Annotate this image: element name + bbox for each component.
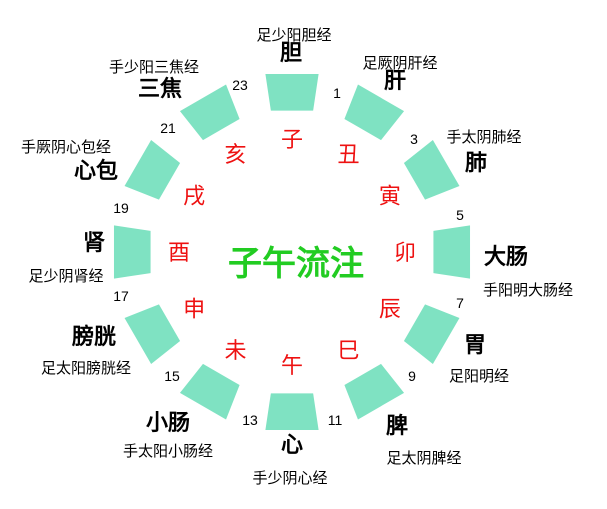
branch-label: 酉 <box>168 241 190 266</box>
hour-label: 13 <box>242 412 258 428</box>
hour-label: 7 <box>456 295 464 311</box>
branch-label: 申 <box>183 298 205 323</box>
hour-label: 1 <box>333 85 341 101</box>
segment-10 <box>113 225 151 279</box>
organ-label: 膀胱 <box>72 324 116 350</box>
hour-label: 23 <box>232 77 248 93</box>
organ-label: 肺 <box>465 151 487 176</box>
organ-label: 三焦 <box>138 76 182 102</box>
segment-6 <box>344 363 405 420</box>
hour-label: 5 <box>456 207 464 223</box>
meridian-label: 手少阳三焦经 <box>109 58 199 76</box>
segment-9 <box>124 304 181 365</box>
branch-label: 戌 <box>183 185 205 210</box>
meridian-label: 足阳明经 <box>449 367 509 385</box>
hour-label: 15 <box>164 368 180 384</box>
organ-label: 大肠 <box>484 245 528 270</box>
segment-2 <box>344 84 405 141</box>
segment-7 <box>265 393 319 431</box>
branch-label: 寅 <box>379 185 401 210</box>
meridian-label: 手太阳小肠经 <box>123 442 213 460</box>
meridian-label: 手少阴心经 <box>252 469 327 487</box>
hour-label: 3 <box>410 131 418 147</box>
organ-label: 胆 <box>280 41 302 66</box>
meridian-label: 足少阴肾经 <box>28 267 103 285</box>
meridian-label: 手太阴肺经 <box>446 128 521 146</box>
segments-layer <box>113 73 471 431</box>
meridian-label: 足太阳膀胱经 <box>41 359 131 377</box>
organ-label: 肾 <box>83 231 105 256</box>
branch-label: 亥 <box>224 143 246 168</box>
center-title: 子午流注 <box>228 244 364 284</box>
hour-label: 17 <box>113 288 129 304</box>
organ-label: 心包 <box>74 158 118 184</box>
branch-label: 巳 <box>337 339 359 364</box>
organ-label: 心 <box>281 433 303 458</box>
segment-8 <box>179 363 240 420</box>
organ-label: 胃 <box>464 333 486 358</box>
meridian-label: 足少阳胆经 <box>256 26 331 44</box>
segment-3 <box>403 139 460 200</box>
segment-4 <box>433 225 471 279</box>
segment-11 <box>124 139 181 200</box>
branch-label: 午 <box>281 354 303 379</box>
branch-label: 子 <box>281 128 303 153</box>
hour-label: 21 <box>160 120 176 136</box>
branch-label: 未 <box>224 339 246 364</box>
organ-label: 脾 <box>386 414 408 439</box>
segment-5 <box>403 304 460 365</box>
hour-label: 11 <box>328 412 343 428</box>
branch-label: 辰 <box>379 298 401 323</box>
organ-label: 肝 <box>384 69 406 94</box>
branch-label: 卯 <box>394 241 416 266</box>
meridian-label: 手厥阴心包经 <box>21 138 111 156</box>
organ-label: 小肠 <box>146 411 190 436</box>
branch-label: 丑 <box>337 143 359 168</box>
meridian-label: 足厥阴肝经 <box>362 54 437 72</box>
segment-12 <box>179 84 240 141</box>
hour-label: 9 <box>408 368 416 384</box>
meridian-label: 手阳明大肠经 <box>483 281 573 299</box>
segment-1 <box>265 73 319 111</box>
hour-label: 19 <box>113 200 129 216</box>
meridian-label: 足太阴脾经 <box>386 449 461 467</box>
